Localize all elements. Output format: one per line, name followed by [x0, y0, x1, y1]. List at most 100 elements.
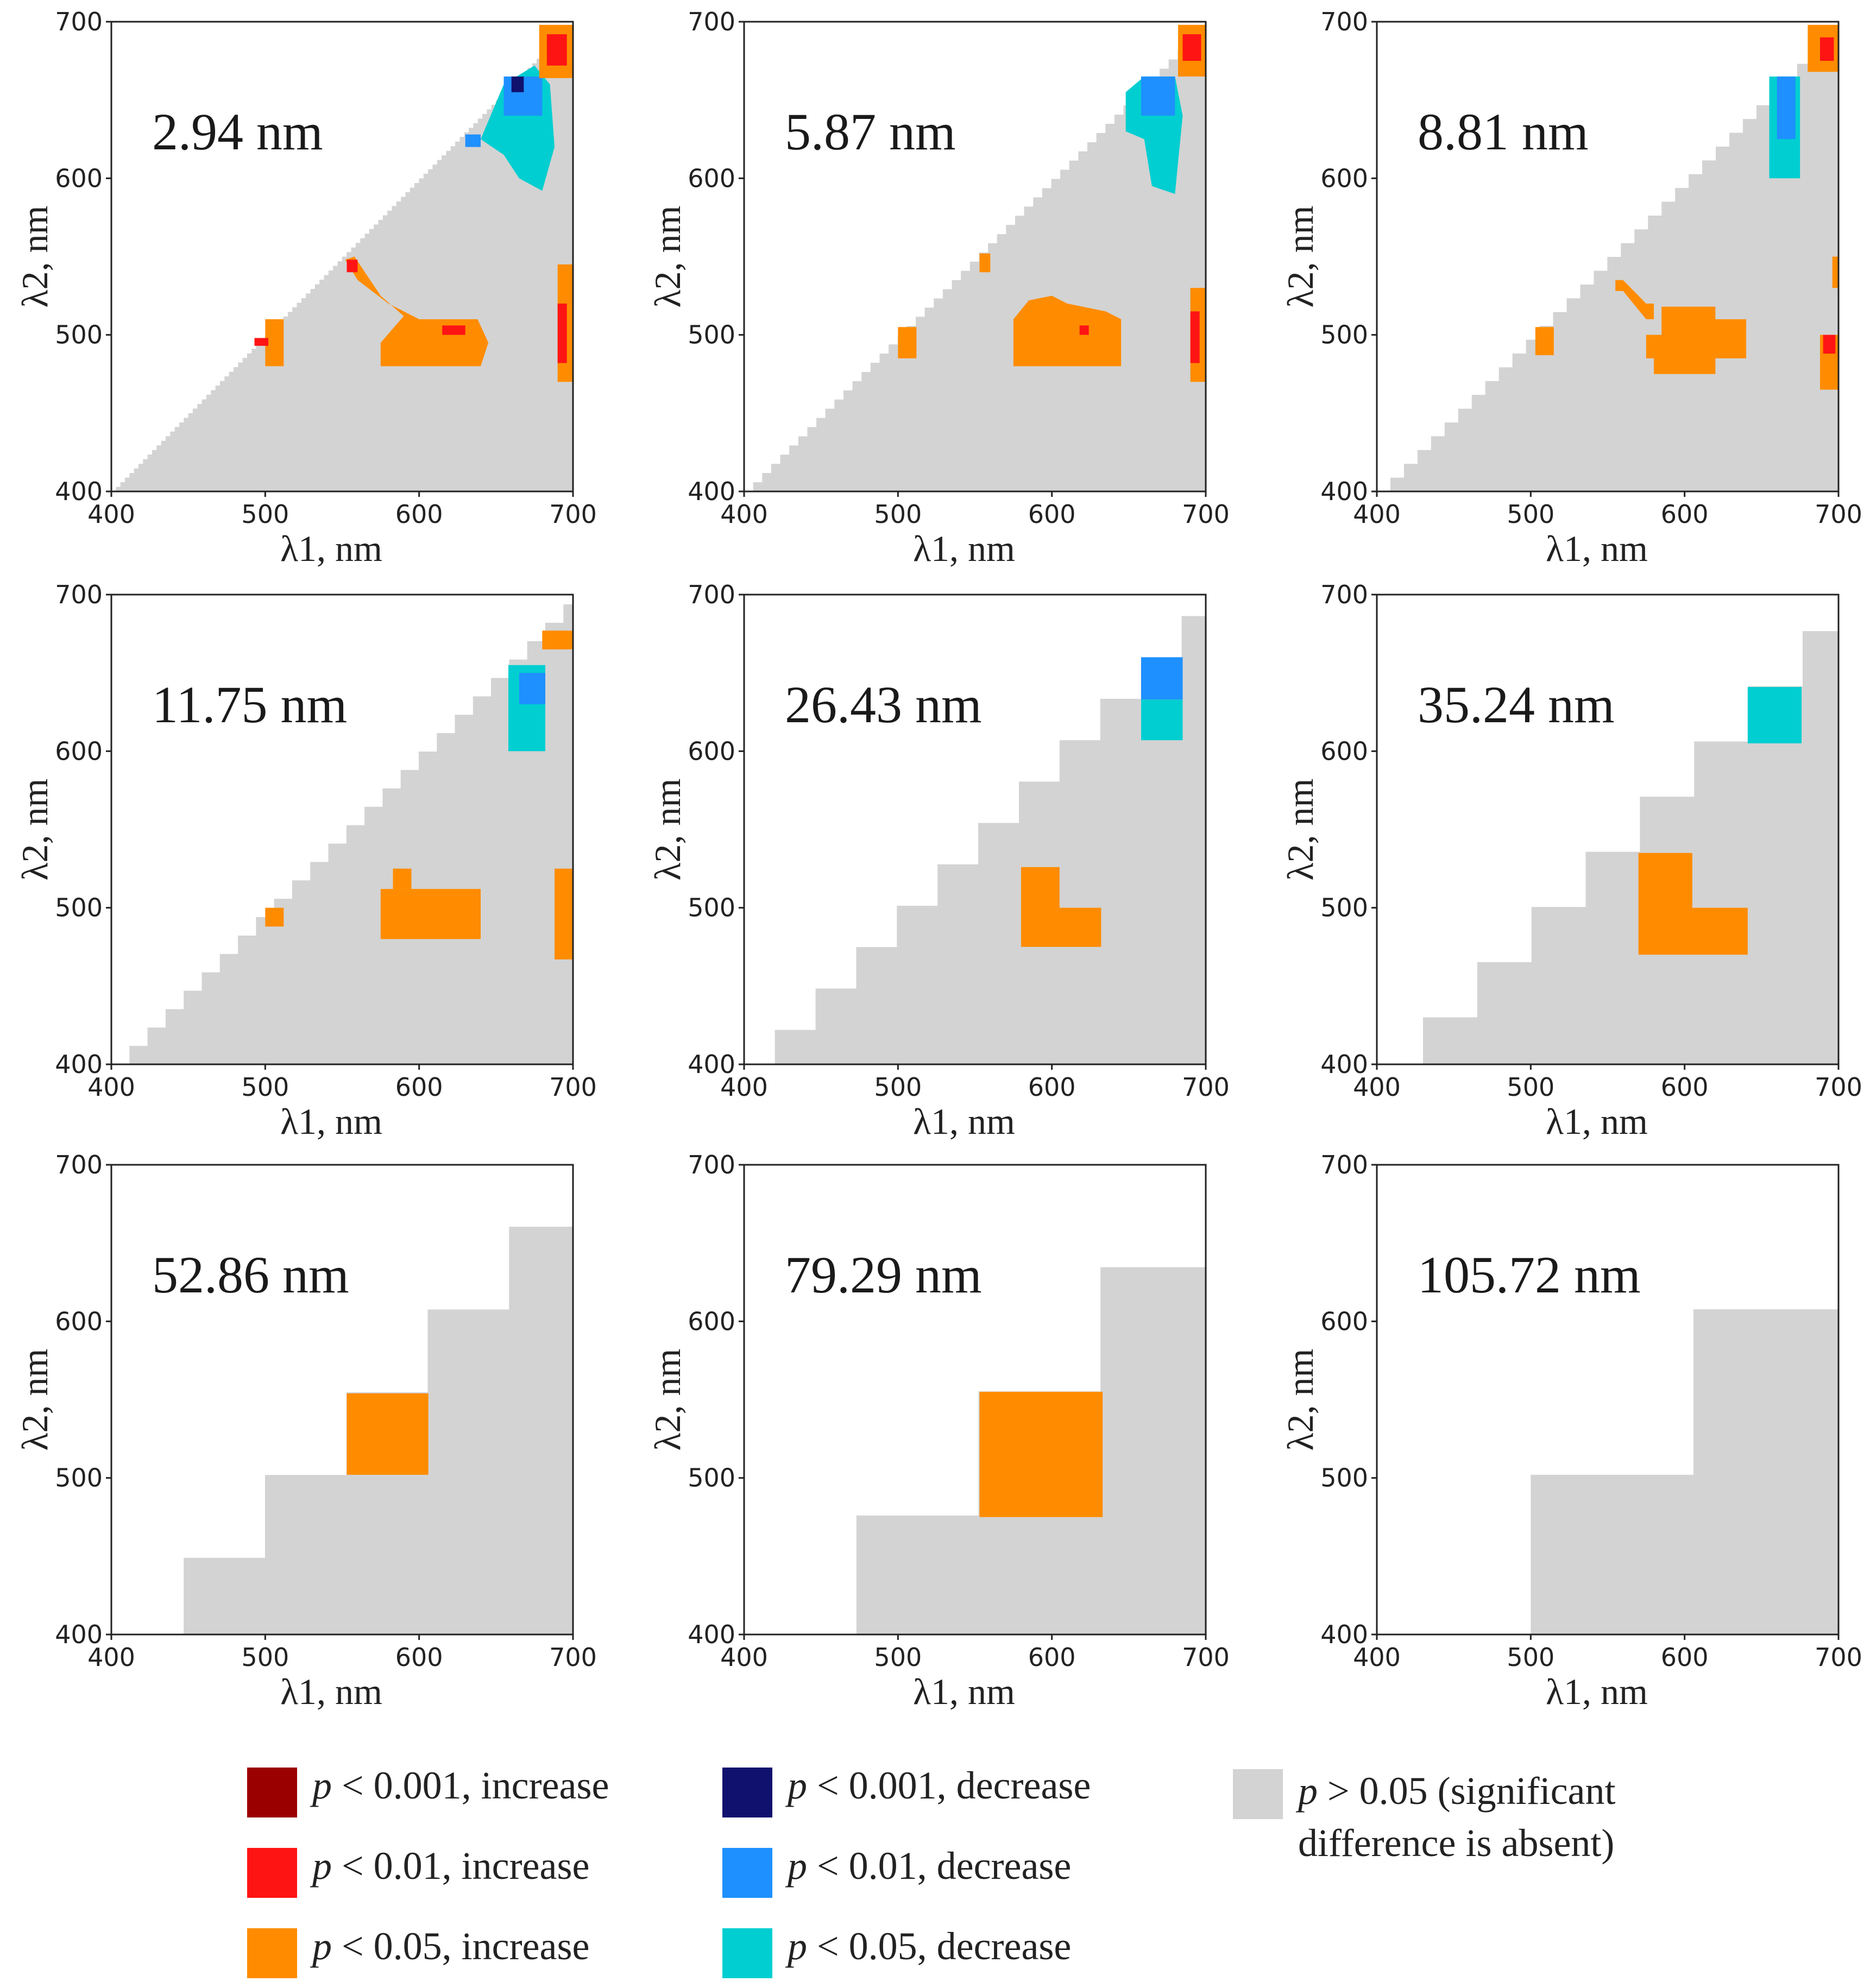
- x-tick-label: 400: [720, 1072, 768, 1102]
- y-tick-label: 500: [1320, 1463, 1368, 1493]
- y-tick-label: 700: [55, 580, 103, 609]
- y-axis-label: λ2, nm: [1280, 779, 1321, 881]
- x-tick-label: 400: [87, 1072, 135, 1102]
- plot-area: [1423, 631, 1838, 1064]
- cell-inc01: [347, 260, 358, 273]
- panel-title: 11.75 nm: [152, 676, 347, 734]
- panel-5: 400 500 600 700 400 500 600 700 λ1, nm λ2, nm 35.2…: [1280, 580, 1862, 1142]
- x-tick-label: 700: [1182, 1072, 1230, 1102]
- y-axis-label: λ2, nm: [647, 779, 688, 881]
- plot-area: [1531, 1309, 1838, 1634]
- x-tick-label: 500: [1507, 500, 1554, 529]
- axes-frame: [743, 1164, 1207, 1636]
- y-tick-label: 500: [1320, 320, 1368, 350]
- x-tick-label: 600: [1661, 1072, 1709, 1102]
- y-tick-label: 700: [1320, 580, 1368, 609]
- x-tick-label: 400: [720, 500, 768, 529]
- cell-inc05: [345, 256, 489, 367]
- x-tick-label: 400: [720, 1643, 768, 1672]
- y-tick-label: 400: [688, 477, 735, 506]
- axes-frame: [110, 21, 574, 493]
- y-tick-label: 700: [688, 7, 735, 36]
- y-axis-label: λ2, nm: [647, 1349, 688, 1451]
- cell-inc05: [393, 868, 412, 889]
- cell-inc05: [347, 1393, 429, 1475]
- axes-frame: [1376, 21, 1840, 493]
- y-tick-label: 600: [55, 163, 103, 193]
- x-tick-label: 600: [395, 1643, 443, 1672]
- cell-inc01: [442, 325, 465, 335]
- y-tick-label: 500: [688, 893, 735, 923]
- x-axis-label: λ1, nm: [280, 528, 382, 569]
- cell-inc01: [1823, 335, 1836, 354]
- panel-title: 5.87 nm: [785, 103, 956, 161]
- cell-inc05: [555, 868, 573, 960]
- x-tick-label: 500: [874, 1072, 922, 1102]
- y-axis-label: λ2, nm: [1280, 206, 1321, 308]
- x-tick-label: 400: [87, 1643, 135, 1672]
- x-tick-label: 700: [549, 1643, 597, 1672]
- y-axis-label: λ2, nm: [1280, 1349, 1321, 1451]
- x-tick-label: 500: [1507, 1643, 1554, 1672]
- y-tick-label: 400: [1320, 477, 1368, 506]
- y-tick-label: 500: [55, 893, 103, 923]
- legend-label: p < 0.01, decrease: [788, 1844, 1072, 1888]
- x-tick-label: 500: [241, 1072, 289, 1102]
- x-tick-label: 500: [874, 500, 922, 529]
- panel-title: 26.43 nm: [785, 676, 982, 734]
- cell-inc05: [979, 1392, 1103, 1517]
- legend-swatch: [722, 1768, 772, 1817]
- nonsignificant-region: [744, 22, 1206, 491]
- cell-inc05: [1535, 327, 1554, 356]
- nonsignificant-region: [1531, 1309, 1838, 1634]
- cell-dec01: [1777, 76, 1796, 140]
- x-tick-label: 700: [1182, 500, 1230, 529]
- x-tick-label: 600: [1661, 500, 1709, 529]
- cell-dec05: [1747, 687, 1802, 743]
- cell-inc01: [557, 304, 567, 363]
- cell-dec01: [1141, 657, 1183, 700]
- y-tick-label: 600: [1320, 163, 1368, 193]
- plot-area: [856, 1267, 1206, 1634]
- y-tick-label: 500: [688, 1463, 735, 1493]
- legend-swatch: [722, 1848, 772, 1898]
- plot-area: [111, 22, 573, 491]
- axes-frame: [1376, 1164, 1840, 1636]
- y-tick-label: 600: [688, 1307, 735, 1336]
- y-tick-label: 700: [688, 580, 735, 609]
- x-tick-label: 700: [549, 1072, 597, 1102]
- y-tick-label: 500: [55, 320, 103, 350]
- y-tick-label: 400: [1320, 1620, 1368, 1649]
- x-tick-label: 700: [1815, 1643, 1862, 1672]
- y-axis-label: λ2, nm: [647, 206, 688, 308]
- y-tick-label: 400: [688, 1050, 735, 1079]
- cell-inc05: [1013, 295, 1122, 367]
- plot-area: [1377, 22, 1838, 491]
- x-tick-label: 600: [1028, 1072, 1076, 1102]
- x-axis-label: λ1, nm: [1546, 1101, 1648, 1142]
- panel-title: 79.29 nm: [785, 1246, 982, 1304]
- y-tick-label: 700: [1320, 1150, 1368, 1179]
- legend-label: p < 0.001, increase: [312, 1764, 609, 1807]
- axes-frame: [1376, 594, 1840, 1065]
- x-axis-label: λ1, nm: [913, 1671, 1015, 1712]
- axes-frame: [110, 1164, 574, 1636]
- cell-inc01: [1079, 325, 1089, 335]
- cell-inc05: [1615, 280, 1654, 319]
- y-tick-label: 700: [1320, 7, 1368, 36]
- panel-title: 105.72 nm: [1418, 1246, 1641, 1304]
- y-tick-label: 600: [55, 1307, 103, 1336]
- cell-inc05: [898, 327, 917, 358]
- y-tick-label: 700: [55, 1150, 103, 1179]
- cell-inc01: [254, 338, 268, 346]
- cell-inc05: [1638, 853, 1748, 955]
- panel-2: 400 500 600 700 400 500 600 700 λ1, nm λ2, nm 8.81…: [1280, 7, 1862, 569]
- axes-frame: [110, 594, 574, 1065]
- x-tick-label: 500: [1507, 1072, 1554, 1102]
- plot-area: [111, 603, 573, 1064]
- legend-label: p > 0.05 (significant difference is absen…: [1298, 1769, 1616, 1865]
- y-tick-label: 600: [688, 163, 735, 193]
- panel-6: 400 500 600 700 400 500 600 700 λ1, nm λ2, nm 52.8…: [14, 1150, 597, 1712]
- plot-area: [775, 616, 1206, 1064]
